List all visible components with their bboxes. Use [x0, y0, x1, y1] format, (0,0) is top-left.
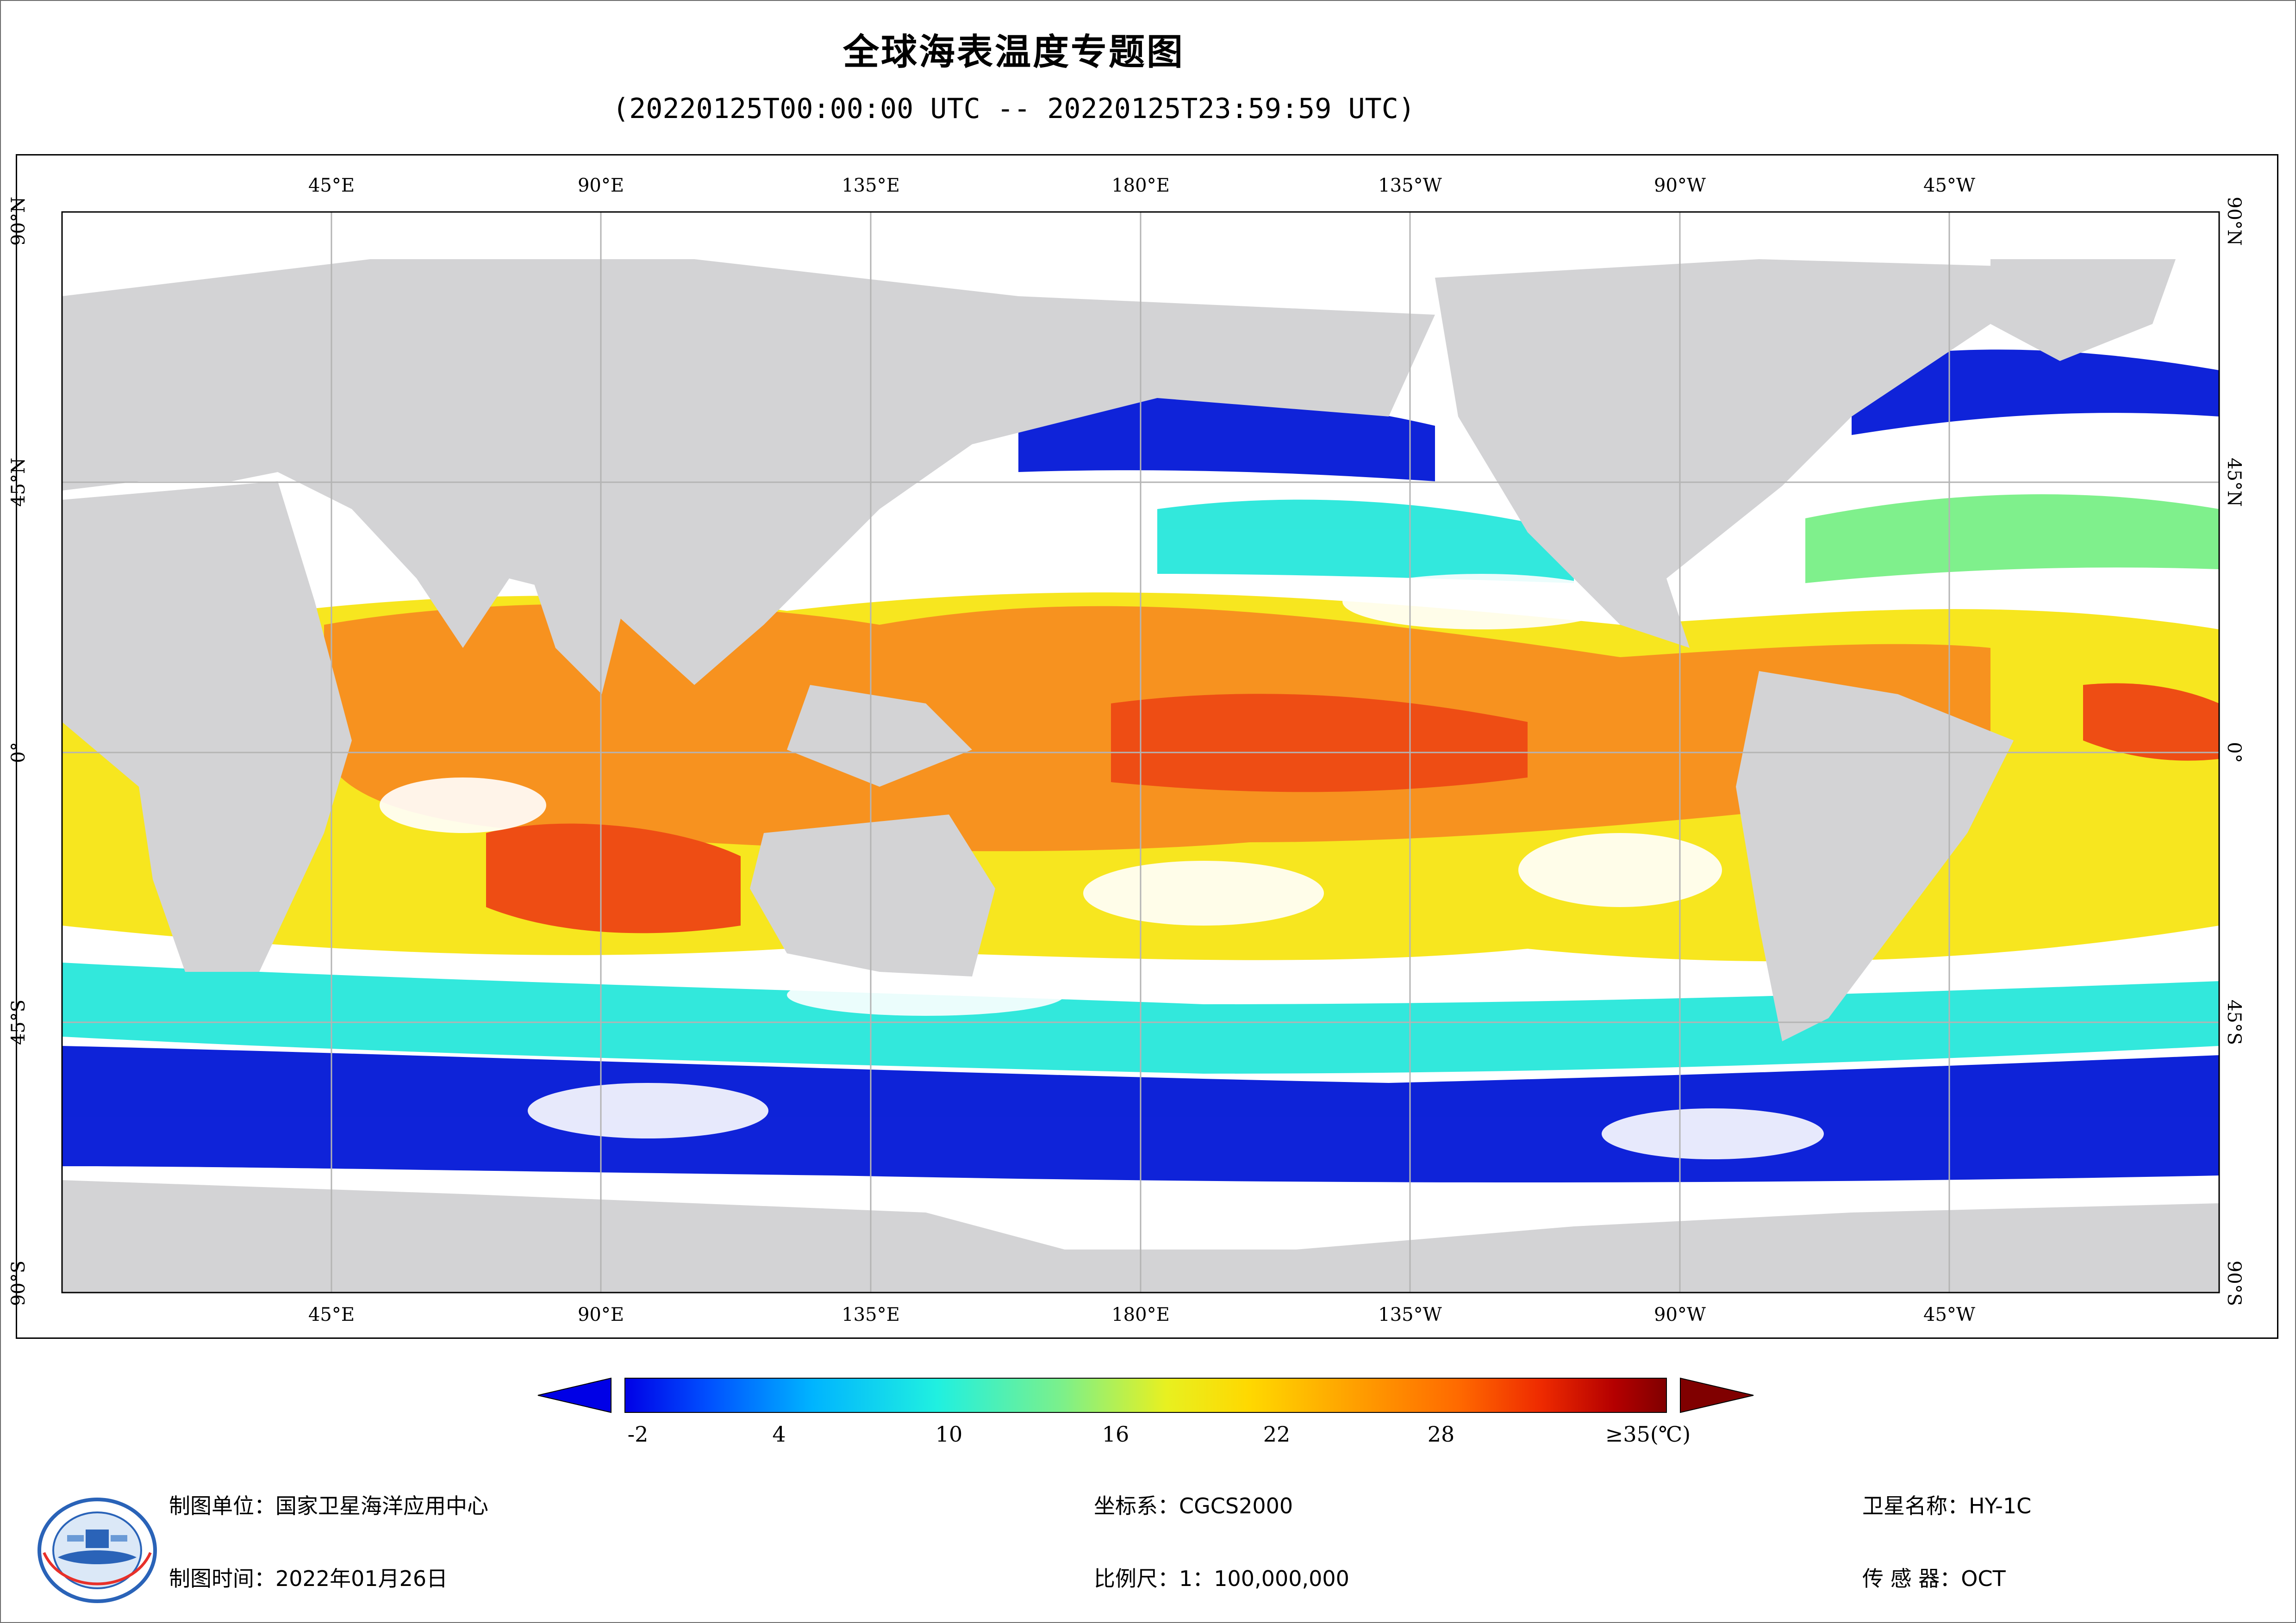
colorbar-tick-label: -2 — [627, 1422, 649, 1447]
lat-label-right: 0° — [2223, 742, 2245, 763]
footer-sensor: 传 感 器：OCT — [1862, 1566, 2006, 1591]
land-eurasia — [62, 259, 1435, 685]
logo-icon — [37, 1498, 157, 1603]
map-title: 全球海表温度专题图 — [842, 31, 1185, 73]
land-south-america — [1736, 671, 2014, 1041]
colorbar-tick-label: 28 — [1427, 1422, 1455, 1447]
colorbar-right-arrow — [1680, 1377, 1754, 1413]
land-north-america — [1435, 259, 2083, 648]
land-africa — [62, 481, 352, 972]
cloud-gaps — [380, 574, 1824, 1159]
lat-label-right: 90°S — [2223, 1260, 2245, 1306]
colorbar — [537, 1377, 1754, 1413]
colorbar-tick-label: ≥35(℃) — [1605, 1422, 1691, 1447]
sst-red-core-pacific — [1111, 694, 1528, 792]
lon-label-top: 180°E — [1111, 175, 1170, 196]
lon-label-top: 90°E — [577, 175, 624, 196]
lon-label-bottom: 90°W — [1653, 1304, 1706, 1325]
lat-label-left: 90°S — [8, 1260, 29, 1306]
graticule — [62, 212, 2219, 1293]
colorbar-tick-label: 10 — [935, 1422, 963, 1447]
map-subtitle: (20220125T00:00:00 UTC -- 20220125T23:59… — [612, 93, 1415, 125]
colorbar-tick-label: 4 — [772, 1422, 786, 1447]
colorbar-gradient — [624, 1378, 1667, 1413]
lon-label-top: 135°E — [842, 175, 900, 196]
footer-org: 制图单位：国家卫星海洋应用中心 — [169, 1493, 488, 1518]
colorbar-tick-label: 16 — [1102, 1422, 1129, 1447]
footer-satellite: 卫星名称：HY-1C — [1862, 1493, 2032, 1518]
sst-cold-north-pacific — [1018, 396, 1435, 481]
sst-red-core-indian — [486, 823, 741, 933]
land-maritime-sea — [787, 685, 972, 787]
map-frame — [16, 154, 2278, 1339]
footer-date: 制图时间：2022年01月26日 — [169, 1566, 448, 1591]
lon-label-bottom: 45°E — [308, 1304, 355, 1325]
lat-label-left: 45°N — [8, 458, 29, 507]
lat-label-right: 90°N — [2223, 197, 2245, 246]
footer-crs: 坐标系：CGCS2000 — [1094, 1493, 1293, 1518]
lon-label-bottom: 135°E — [842, 1304, 900, 1325]
lat-label-left: 45°S — [8, 999, 29, 1045]
lon-label-top: 45°E — [308, 175, 355, 196]
lon-label-bottom: 135°W — [1378, 1304, 1442, 1325]
sst-green-atlantic-north — [1805, 494, 2219, 583]
lon-label-top: 90°W — [1653, 175, 1706, 196]
colorbar-left-arrow — [537, 1377, 611, 1413]
sst-green-north — [1157, 499, 1574, 583]
land-australia — [750, 815, 995, 976]
map-inner-border — [61, 211, 2220, 1293]
land-greenland — [1990, 259, 2176, 361]
colorbar-tick-label: 22 — [1263, 1422, 1291, 1447]
lon-label-bottom: 180°E — [1111, 1304, 1170, 1325]
land-india — [532, 578, 625, 694]
lon-label-bottom: 45°W — [1923, 1304, 1976, 1325]
lat-label-left: 90°N — [8, 197, 29, 246]
sst-red-atlantic — [2083, 683, 2219, 761]
lat-label-left: 0° — [8, 742, 29, 763]
lon-label-top: 45°W — [1923, 175, 1976, 196]
lon-label-bottom: 90°E — [577, 1304, 624, 1325]
footer-scale: 比例尺：1：100,000,000 — [1094, 1566, 1349, 1591]
lon-label-top: 135°W — [1378, 175, 1442, 196]
sst-cold-north-atlantic — [1852, 349, 2219, 435]
lat-label-right: 45°N — [2223, 458, 2245, 507]
lat-label-right: 45°S — [2223, 999, 2245, 1045]
